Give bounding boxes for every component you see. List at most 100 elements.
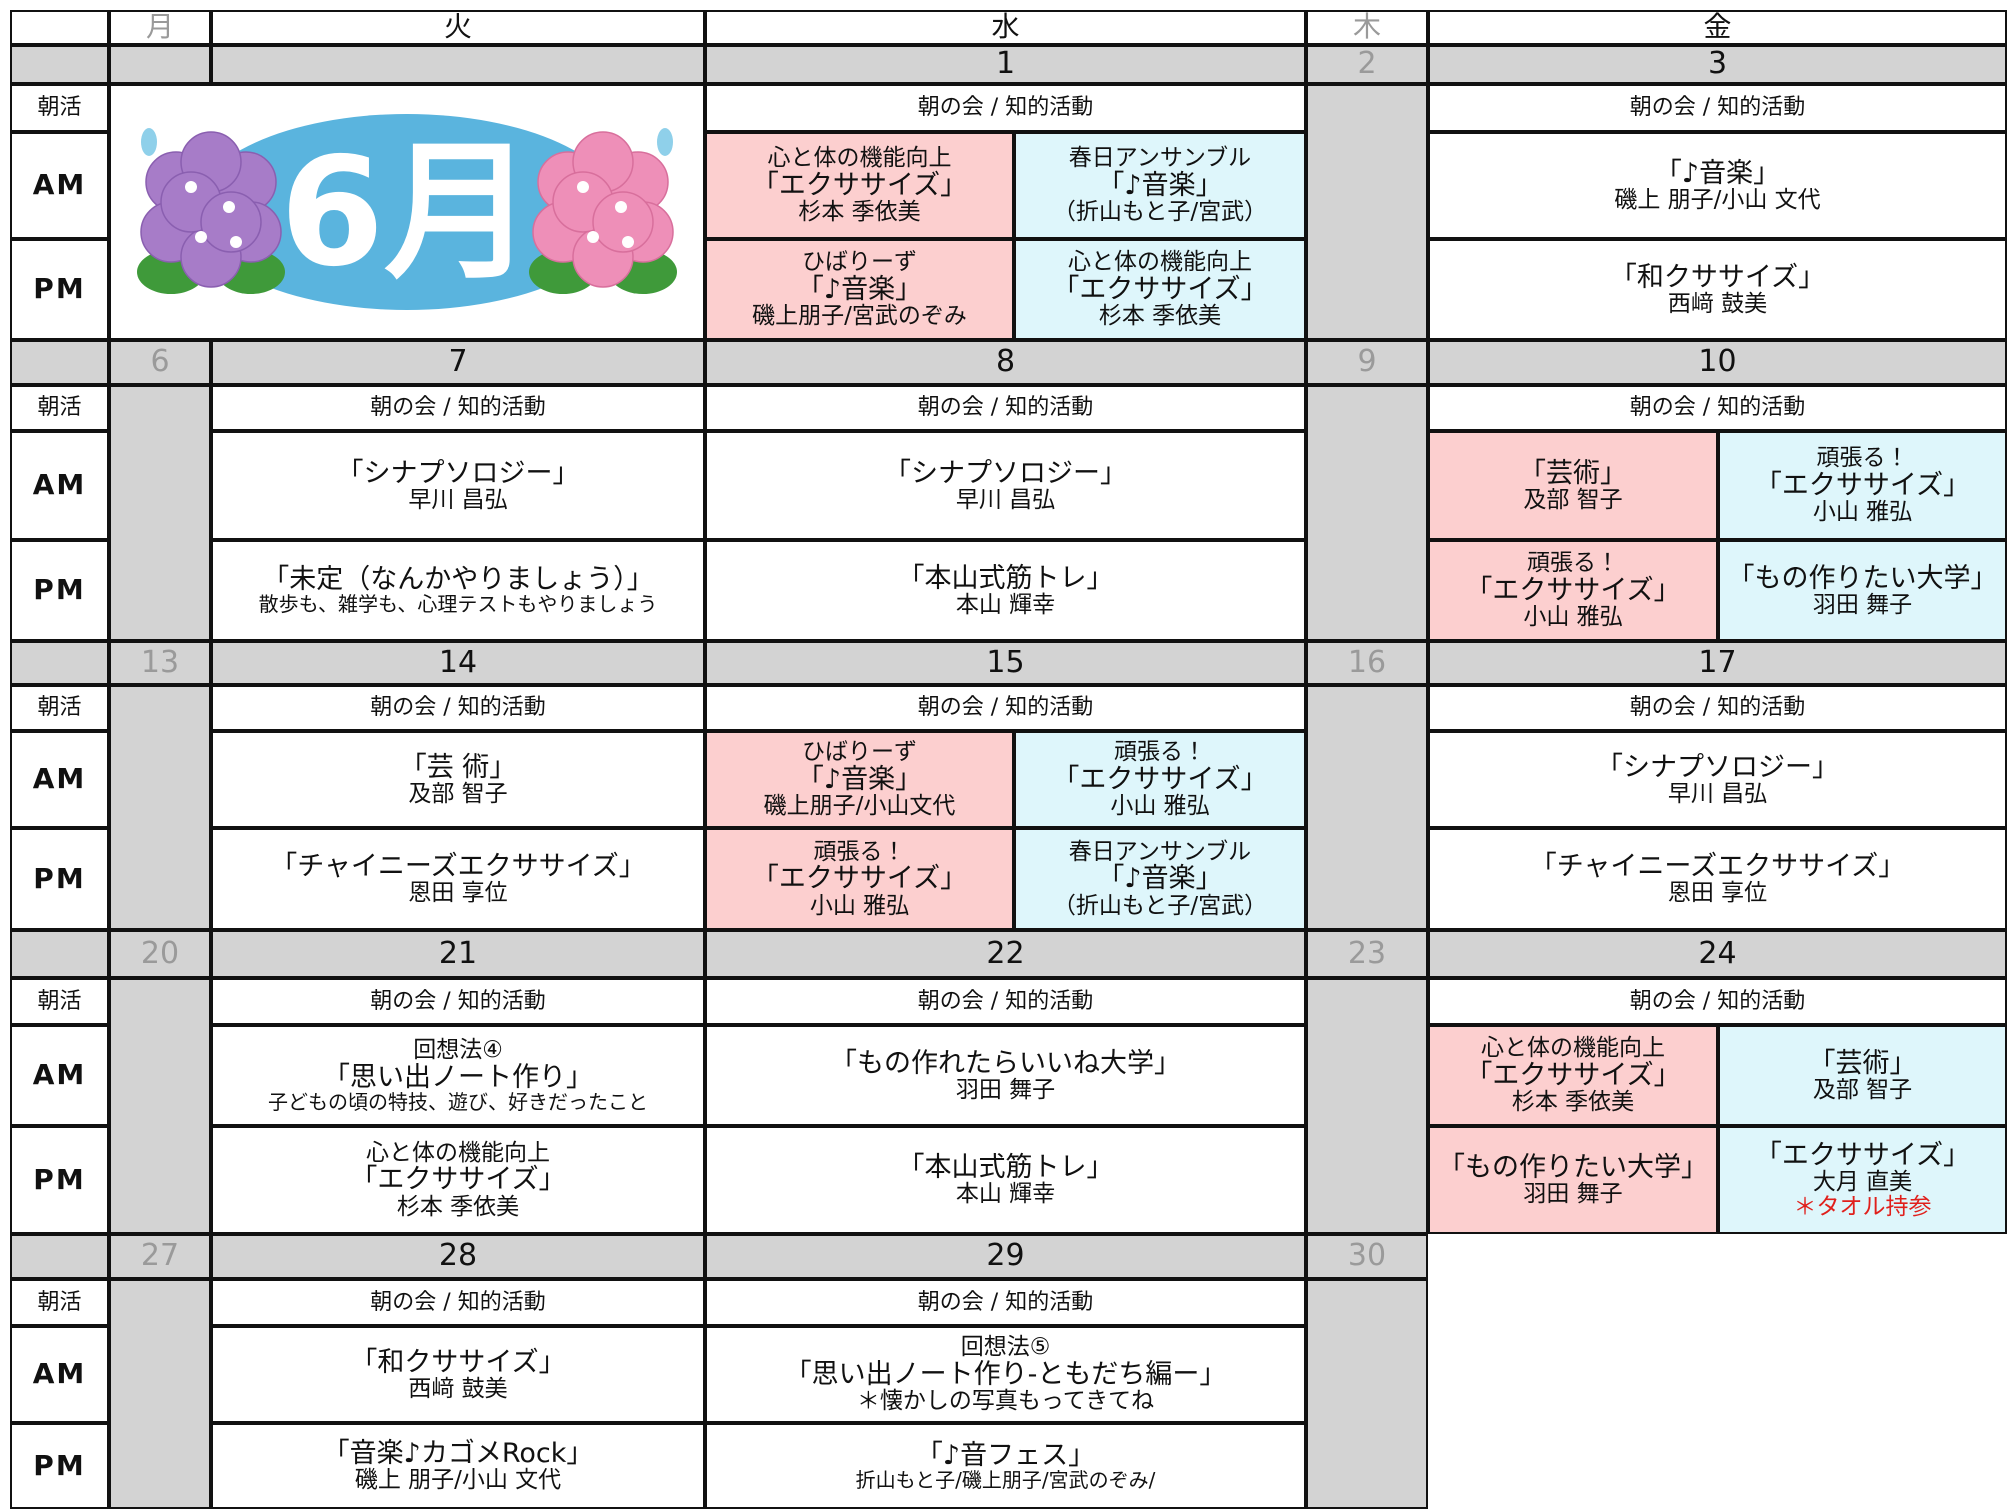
closed-day: [1306, 978, 1428, 1234]
date-number: 10: [1698, 344, 1737, 380]
day-name: 月: [145, 10, 174, 44]
entry-line: 「芸術」: [1808, 1047, 1917, 1079]
entry-line: 「エクササイズ」: [1052, 763, 1268, 795]
am-cell: 回想法④ 「思い出ノート作り」 子どもの頃の特技、遊び、好きだったこと: [211, 1025, 705, 1126]
closed-day: [109, 978, 211, 1234]
row-label: AM: [10, 132, 109, 239]
morning-text: 朝の会 / 知的活動: [1629, 988, 1806, 1014]
entry-line: 「本山式筋トレ」: [897, 562, 1114, 594]
entry-line: 心と体の機能向上: [767, 145, 952, 172]
row-label-text: AM: [32, 1058, 87, 1092]
am-cell-right: 頑張る！ 「エクササイズ」 小山 雅弘: [1718, 431, 2007, 540]
entry-line: ＊懐かしの写真もってきてね: [856, 1388, 1155, 1415]
pm-cell: 「♪音フェス」 折山もと子/磯上朋子/宮武のぞみ/: [705, 1423, 1306, 1509]
row-label: AM: [10, 431, 109, 540]
entry-line: 頑張る！: [813, 838, 906, 865]
entry-line: 羽田 舞子: [955, 1076, 1056, 1103]
entry-line: 「♪音楽」: [796, 763, 923, 795]
date-number: 20: [140, 935, 180, 971]
entry-line: 「もの作れたらいいね大学」: [830, 1047, 1181, 1079]
morning-cell: 朝の会 / 知的活動: [1428, 84, 2007, 132]
date-cell: 16: [1306, 641, 1428, 685]
date-row-label: [10, 930, 109, 978]
row-label: AM: [10, 731, 109, 828]
date-cell: 28: [211, 1234, 705, 1279]
date-number: 8: [995, 344, 1016, 380]
am-cell: 「芸 術」 及部 智子: [211, 731, 705, 828]
am-cell: 「和クササイズ」 西﨑 鼓美: [211, 1326, 705, 1423]
entry-line: 「芸術」: [1519, 457, 1627, 489]
row-label-text: AM: [32, 168, 87, 202]
pm-cell-left: 「もの作りたい大学」 羽田 舞子: [1428, 1126, 1718, 1234]
morning-text: 朝の会 / 知的活動: [1629, 95, 1806, 121]
am-cell-left: 心と体の機能向上 「エクササイズ」 杉本 季依美: [705, 132, 1014, 239]
am-cell-right: 頑張る！ 「エクササイズ」 小山 雅弘: [1014, 731, 1306, 828]
entry-line: 小山 雅弘: [809, 892, 910, 919]
entry-line: 「♪音楽」: [1097, 169, 1223, 201]
row-label: 朝活: [10, 685, 109, 731]
date-cell: 10: [1428, 340, 2007, 385]
entry-line: 恩田 享位: [408, 880, 508, 907]
banner-shape: [657, 128, 673, 156]
entry-line: 「芸 術」: [399, 751, 517, 783]
am-cell-left: 「芸術」 及部 智子: [1428, 431, 1718, 540]
banner-shape: [195, 231, 207, 243]
entry-line: 「エクササイズ」: [1754, 1139, 1971, 1171]
row-label: PM: [10, 1126, 109, 1234]
entry-line: 杉本 季依美: [798, 199, 921, 226]
date-cell: 1: [705, 45, 1306, 84]
am-cell-left: 心と体の機能向上 「エクササイズ」 杉本 季依美: [1428, 1025, 1718, 1126]
date-cell: 2: [1306, 45, 1428, 84]
entry-line: 早川 昌弘: [408, 486, 508, 513]
entry-line: 本山 輝幸: [955, 591, 1056, 618]
date-cell: 9: [1306, 340, 1428, 385]
morning-cell: 朝の会 / 知的活動: [211, 978, 705, 1025]
entry-line: 磯上 朋子/小山 文代: [354, 1467, 562, 1494]
date-number: 3: [1707, 46, 1728, 82]
banner-shape: [230, 236, 242, 248]
entry-line: ひばりーず: [802, 739, 917, 766]
entry-line: 「シナプソロジー」: [1596, 751, 1839, 783]
entry-line: 早川 昌弘: [1667, 780, 1768, 807]
entry-line: 「音楽♪カゴメRock」: [322, 1438, 594, 1469]
date-cell: 3: [1428, 45, 2007, 84]
date-cell: 24: [1428, 930, 2007, 978]
day-header: 月: [109, 10, 211, 45]
header-label: [10, 10, 109, 45]
pm-cell: 「未定（なんかやりましょう）」 散歩も、雑学も、心理テストもやりましょう: [211, 540, 705, 641]
date-cell: 21: [211, 930, 705, 978]
entry-line: 回想法⑤: [960, 1334, 1051, 1361]
entry-line: 「エクササイズ」: [1754, 469, 1971, 501]
entry-line: 「♪音楽」: [1654, 157, 1781, 189]
pm-cell: 心と体の機能向上 「エクササイズ」 杉本 季依美: [211, 1126, 705, 1234]
date-number: 2: [1357, 46, 1377, 82]
entry-line: 小山 雅弘: [1523, 604, 1623, 631]
date-number: 24: [1698, 935, 1737, 971]
date-cell: 27: [109, 1234, 211, 1279]
am-cell: 「♪音楽」 磯上 朋子/小山 文代: [1428, 132, 2007, 239]
banner-shape: [200, 191, 262, 253]
date-cell: 20: [109, 930, 211, 978]
closed-day: [1306, 84, 1428, 340]
morning-text: 朝の会 / 知的活動: [370, 395, 546, 421]
date-number: 17: [1698, 644, 1737, 680]
closed-day: [109, 685, 211, 930]
date-row-label: [10, 340, 109, 385]
date-cell: 13: [109, 641, 211, 685]
entry-line: 「♪音フェス」: [915, 1439, 1096, 1471]
entry-line: 西﨑 鼓美: [408, 1375, 508, 1402]
day-header: 金: [1428, 10, 2007, 45]
entry-line: 「思い出ノート作り」: [323, 1061, 593, 1093]
morning-cell: 朝の会 / 知的活動: [705, 84, 1306, 132]
entry-line: 「未定（なんかやりましょう）」: [262, 564, 654, 596]
date-cell: 17: [1428, 641, 2007, 685]
date-number: 1: [995, 46, 1016, 82]
date-row-label: [10, 1234, 109, 1279]
entry-line: 「和クササイズ」: [1609, 261, 1826, 293]
entry-line: 羽田 舞子: [1812, 591, 1913, 618]
entry-line: 「本山式筋トレ」: [897, 1152, 1114, 1183]
entry-line: 羽田 舞子: [1523, 1181, 1623, 1208]
row-label: 朝活: [10, 978, 109, 1025]
row-label-text: 朝活: [37, 1289, 82, 1315]
am-cell-right: 「芸術」 及部 智子: [1718, 1025, 2007, 1126]
